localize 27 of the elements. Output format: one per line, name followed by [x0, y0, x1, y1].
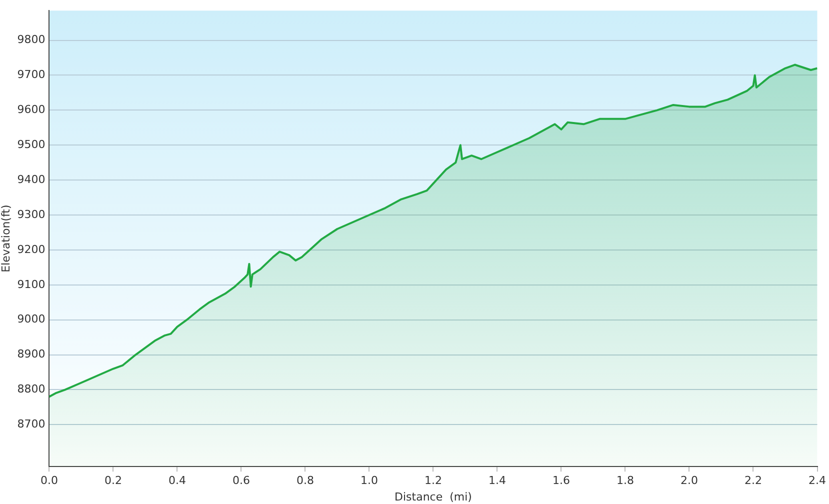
y-tick-label: 9100 [17, 278, 46, 291]
y-tick-label: 9700 [17, 68, 46, 82]
y-tick-label: 9000 [17, 312, 46, 326]
x-tick-label: 1.4 [488, 474, 506, 488]
y-tick-label: 9800 [17, 33, 46, 46]
x-tick-label: 1.0 [360, 474, 378, 488]
x-tick-label: 0.8 [296, 474, 314, 488]
x-tick-label: 1.8 [616, 474, 634, 488]
y-tick-label: 9200 [17, 242, 46, 256]
y-tick-label: 8900 [17, 348, 46, 361]
y-tick-label: 8800 [17, 382, 46, 396]
y-tick-label: 9500 [17, 138, 46, 151]
y-axis-title: Elevation(ft) [0, 204, 12, 272]
y-tick-label: 8700 [17, 418, 46, 431]
x-tick-label: 0.0 [40, 474, 58, 488]
x-tick-label: 0.4 [168, 474, 186, 488]
x-tick-label: 1.6 [552, 474, 570, 488]
x-axis-title: Distance (mi) [394, 490, 472, 504]
y-tick-label: 9300 [17, 208, 46, 221]
x-tick-label: 2.0 [680, 474, 698, 488]
x-tick-label: 0.2 [104, 474, 122, 488]
y-tick-label: 9400 [17, 172, 46, 186]
x-tick-label: 2.4 [808, 474, 826, 488]
x-tick-label: 0.6 [232, 474, 250, 488]
x-tick-label: 1.2 [424, 474, 442, 488]
y-tick-label: 9600 [17, 103, 46, 116]
x-tick-label: 2.2 [744, 474, 762, 488]
